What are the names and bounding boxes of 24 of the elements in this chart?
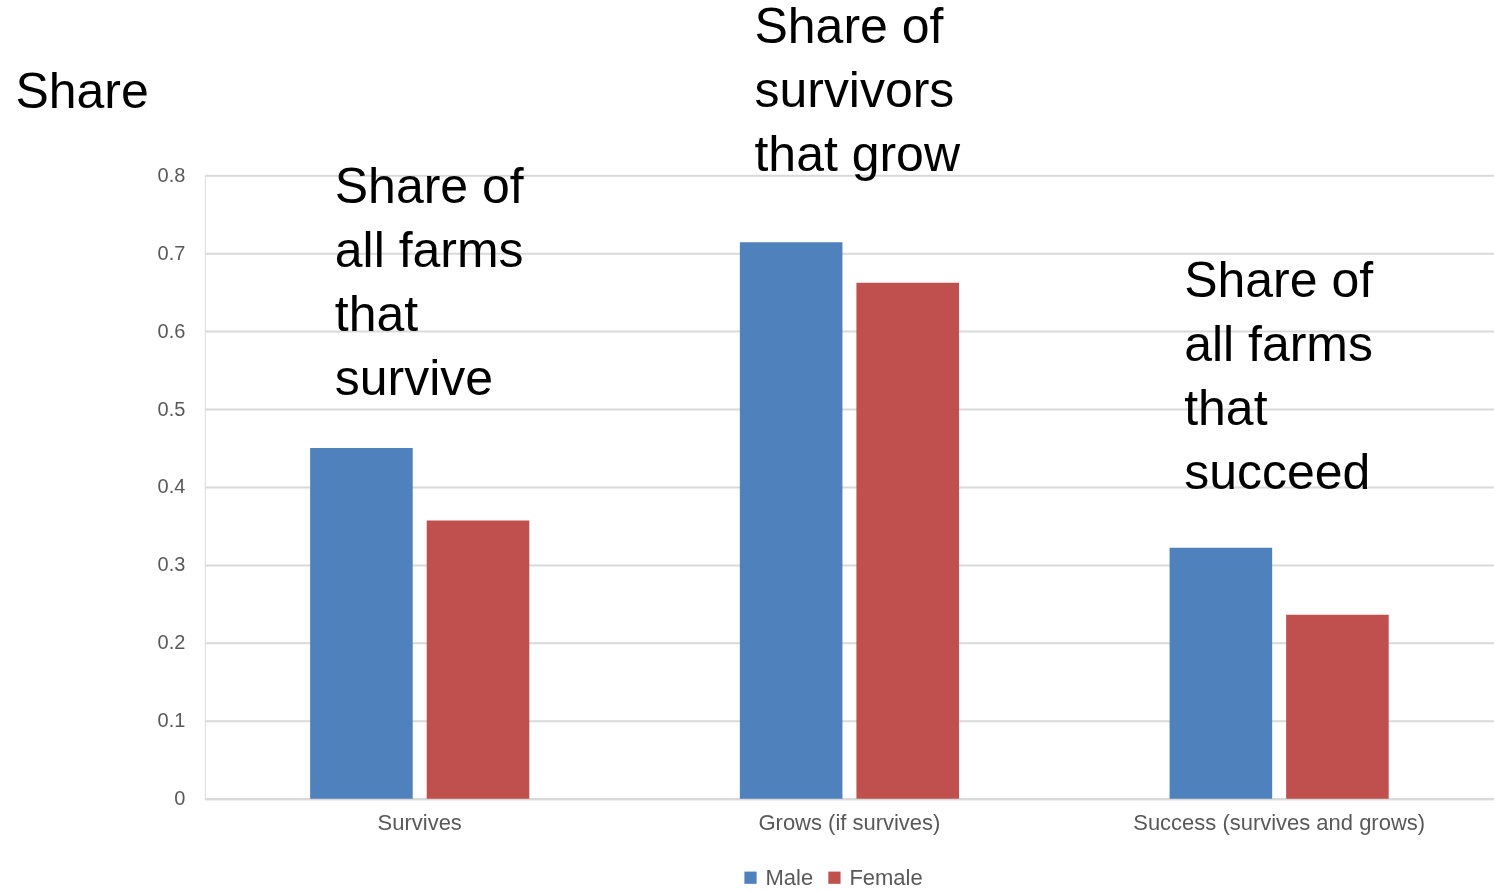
x-tick-label: Grows (if survives)	[758, 810, 941, 836]
bar	[739, 242, 843, 799]
y-tick-label: 0.5	[157, 397, 186, 420]
annotation: Share of all farms that survive	[334, 158, 524, 407]
bar	[426, 520, 530, 799]
annotation: Share of survivors that grow	[754, 0, 961, 183]
bar	[310, 448, 413, 799]
x-tick-label: Success (survives and grows)	[1133, 810, 1426, 836]
x-tick-label: Survives	[377, 810, 462, 836]
legend-label: Male	[765, 864, 814, 890]
y-tick-label: 0.7	[157, 241, 186, 264]
y-tick-label: 0.8	[157, 163, 186, 186]
bar	[1286, 614, 1389, 799]
bar	[856, 282, 960, 799]
bar	[1169, 547, 1273, 799]
y-tick-label: 0.3	[157, 553, 186, 576]
y-tick-label: 0.1	[157, 709, 186, 732]
y-tick-label: 0	[174, 787, 186, 810]
legend-label: Female	[849, 864, 923, 890]
y-tick-label: 0.6	[157, 319, 186, 342]
y-axis-title: Share	[15, 62, 149, 119]
annotation: Share of all farms that succeed	[1184, 252, 1374, 500]
y-tick-label: 0.4	[157, 475, 186, 498]
y-tick-label: 0.2	[157, 631, 186, 654]
